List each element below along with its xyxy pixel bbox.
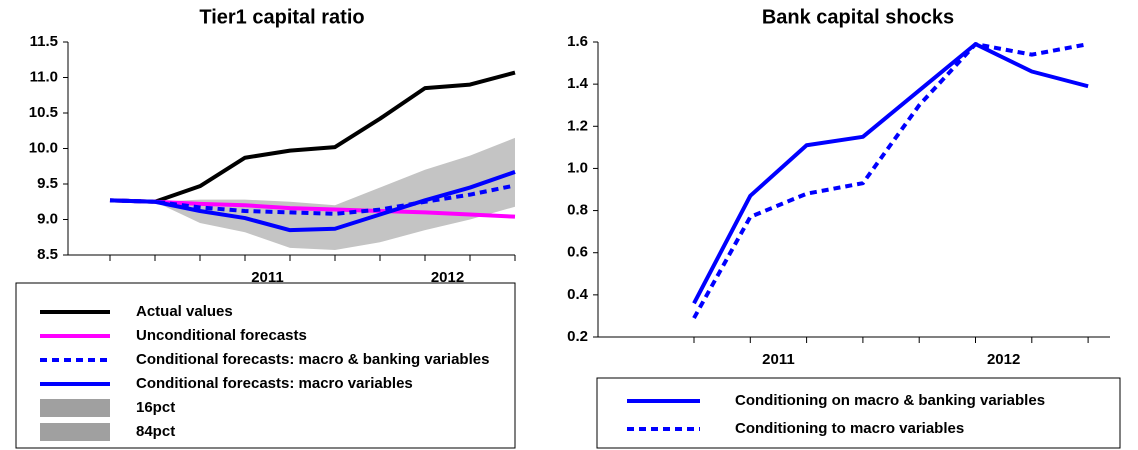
legend-swatch	[40, 399, 110, 417]
y-tick-label: 1.6	[567, 33, 588, 50]
y-tick-label: 0.8	[567, 202, 588, 219]
series-line	[692, 42, 1089, 320]
y-tick-label: 0.4	[567, 286, 589, 303]
legend-swatch	[40, 423, 110, 441]
legend-label: Conditioning to macro variables	[735, 420, 964, 437]
series-line	[109, 70, 516, 204]
legend-label: Conditional forecasts: macro & banking v…	[136, 351, 489, 368]
x-tick-label: 2011	[251, 269, 284, 286]
y-tick-label: 9.0	[37, 210, 58, 227]
x-tick-label: 2011	[762, 351, 795, 368]
x-tick-label: 2012	[987, 351, 1020, 368]
y-tick-label: 1.0	[567, 159, 588, 176]
legend-label: Unconditional forecasts	[136, 327, 307, 344]
band-area	[155, 137, 515, 255]
chart-title: Bank capital shocks	[762, 6, 954, 28]
legend-label: Conditioning on macro & banking variable…	[735, 392, 1045, 409]
series-line	[109, 183, 516, 216]
series-line	[692, 42, 1089, 305]
x-tick-label: 2012	[431, 269, 464, 286]
y-tick-label: 9.5	[37, 175, 58, 192]
series-line	[109, 198, 516, 219]
y-tick-label: 0.2	[567, 328, 588, 345]
y-tick-label: 1.2	[567, 117, 588, 134]
legend-label: 16pct	[136, 399, 175, 416]
band-area	[155, 201, 515, 255]
legend-label: Actual values	[136, 303, 233, 320]
legend-label: Conditional forecasts: macro variables	[136, 375, 413, 392]
legend-label: 84pct	[136, 423, 175, 440]
y-tick-label: 10.0	[29, 139, 58, 156]
y-tick-label: 1.4	[567, 75, 589, 92]
chart-title: Tier1 capital ratio	[199, 6, 364, 28]
legend-box	[596, 377, 1121, 449]
series-line	[109, 170, 516, 233]
y-tick-label: 10.5	[29, 104, 58, 121]
y-tick-label: 11.0	[30, 68, 58, 85]
y-tick-label: 11.5	[30, 33, 58, 50]
y-tick-label: 0.6	[567, 244, 588, 261]
y-tick-label: 8.5	[37, 246, 58, 263]
